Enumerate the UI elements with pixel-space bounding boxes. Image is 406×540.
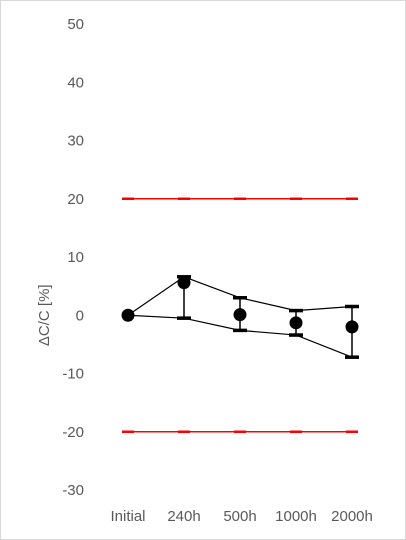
mean-point — [121, 308, 135, 322]
y-tick-label: -30 — [62, 482, 84, 499]
y-tick-label: 40 — [67, 74, 84, 91]
y-tick-label: 0 — [76, 307, 84, 324]
mean-point — [289, 316, 303, 330]
y-axis-title: ΔC/C [%] — [36, 284, 53, 346]
mean-point — [233, 308, 247, 322]
y-tick-label: 50 — [67, 16, 84, 33]
x-tick-label: 2000h — [331, 508, 373, 525]
y-tick-label: 10 — [67, 249, 84, 266]
x-tick-label: 500h — [223, 508, 256, 525]
x-tick-label: Initial — [110, 508, 145, 525]
mean-point — [345, 320, 359, 334]
x-tick-label: 240h — [167, 508, 200, 525]
y-tick-label: 30 — [67, 133, 84, 150]
y-tick-label: -20 — [62, 424, 84, 441]
y-tick-label: 20 — [67, 191, 84, 208]
x-tick-label: 1000h — [275, 508, 317, 525]
mean-point — [177, 276, 191, 290]
y-tick-label: -10 — [62, 366, 84, 383]
